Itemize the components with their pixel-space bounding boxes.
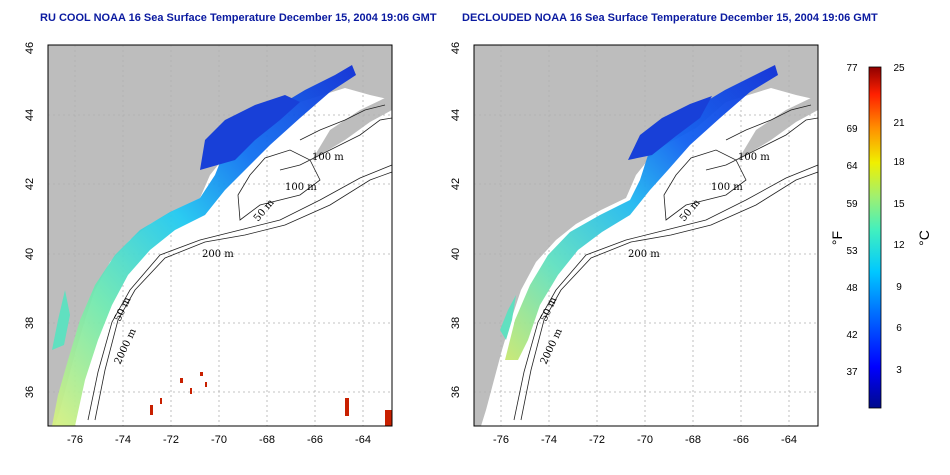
colorbar-unit-celsius: °C [916, 230, 932, 246]
colorbar-f-tick: 37 [846, 367, 858, 378]
left-contour-label-200m: 200 m [202, 249, 234, 260]
left-lat-ticks: 36 38 40 42 44 46 [24, 42, 36, 398]
left-lat-tick: 36 [24, 386, 36, 398]
colorbar-f-tick: 64 [846, 161, 858, 172]
right-lat-tick: 36 [450, 386, 462, 398]
right-sst-maine [628, 96, 712, 160]
left-contour-label-100m-a: 100 m [312, 152, 344, 163]
colorbar-c-tick: 21 [893, 118, 905, 129]
right-map-frame [473, 44, 819, 427]
right-lon-ticks: -76 -74 -72 -70 -68 -66 -64 [493, 434, 797, 446]
left-lon-tick: -72 [163, 434, 179, 446]
colorbar-celsius-ticks: 25 21 18 15 12 9 6 3 [893, 63, 905, 376]
left-map-frame [47, 44, 393, 427]
left-lat-tick: 40 [24, 248, 36, 260]
colorbar-c-tick: 6 [896, 323, 902, 334]
right-nova-scotia [738, 96, 818, 160]
left-sst-maine [200, 95, 300, 170]
right-contour-label-200m: 200 m [628, 249, 660, 260]
right-lat-tick: 38 [450, 317, 462, 329]
right-lon-tick: -68 [685, 434, 701, 446]
left-map: 100 m 100 m 50 m 200 m 50 m 2000 m -76 -… [24, 42, 393, 446]
left-lon-tick: -68 [259, 434, 275, 446]
colorbar-c-tick: 18 [893, 157, 905, 168]
colorbar: 77 69 64 59 53 48 42 37 25 21 18 15 12 9… [829, 63, 932, 409]
colorbar-c-tick: 9 [896, 282, 902, 293]
right-lat-ticks: 36 38 40 42 44 46 [450, 42, 462, 398]
left-lon-tick: -70 [211, 434, 227, 446]
right-lon-tick: -72 [589, 434, 605, 446]
right-sst-delaware [500, 295, 516, 340]
left-lon-tick: -76 [67, 434, 83, 446]
right-map-title: DECLOUDED NOAA 16 Sea Surface Temperatur… [462, 12, 878, 24]
left-lat-tick: 44 [24, 109, 36, 121]
left-map-title: RU COOL NOAA 16 Sea Surface Temperature … [40, 12, 437, 24]
colorbar-c-tick: 25 [893, 63, 905, 74]
colorbar-c-tick: 15 [893, 199, 905, 210]
right-lon-tick: -70 [637, 434, 653, 446]
left-lat-tick: 42 [24, 178, 36, 190]
right-lon-tick: -66 [733, 434, 749, 446]
left-contour-label-100m-b: 100 m [285, 182, 317, 193]
right-contours [513, 104, 819, 421]
right-lon-tick: -64 [781, 434, 797, 446]
left-sst-coastal [52, 65, 356, 426]
left-land [48, 45, 392, 426]
left-lon-tick: -74 [115, 434, 131, 446]
colorbar-c-tick: 3 [896, 365, 902, 376]
colorbar-gradient [868, 66, 882, 409]
left-lon-tick: -66 [307, 434, 323, 446]
colorbar-f-tick: 59 [846, 199, 858, 210]
colorbar-c-tick: 12 [893, 240, 905, 251]
colorbar-f-tick: 48 [846, 283, 858, 294]
right-lat-tick: 44 [450, 109, 462, 121]
colorbar-f-tick: 69 [846, 124, 858, 135]
left-nova-scotia [312, 96, 392, 160]
right-land [474, 45, 818, 426]
left-sst-delaware [52, 290, 70, 350]
left-warm-speckles [150, 372, 392, 426]
left-lat-tick: 46 [24, 42, 36, 54]
left-contours [87, 104, 393, 421]
right-lat-tick: 42 [450, 178, 462, 190]
colorbar-fahrenheit-ticks: 77 69 64 59 53 48 42 37 [846, 63, 858, 378]
colorbar-f-tick: 53 [846, 246, 858, 257]
right-lat-tick: 40 [450, 248, 462, 260]
right-map: 100 m 100 m 50 m 200 m 50 m 2000 m -76 -… [450, 42, 819, 446]
right-contour-label-100m-a: 100 m [738, 152, 770, 163]
right-lon-tick: -74 [541, 434, 557, 446]
colorbar-f-tick: 42 [846, 330, 858, 341]
left-lon-tick: -64 [355, 434, 371, 446]
left-lon-ticks: -76 -74 -72 -70 -68 -66 -64 [67, 434, 371, 446]
right-lat-tick: 46 [450, 42, 462, 54]
left-lat-tick: 38 [24, 317, 36, 329]
right-lon-tick: -76 [493, 434, 509, 446]
colorbar-f-tick: 77 [846, 63, 858, 74]
colorbar-unit-fahrenheit: °F [829, 231, 845, 245]
right-contour-label-100m-b: 100 m [711, 182, 743, 193]
